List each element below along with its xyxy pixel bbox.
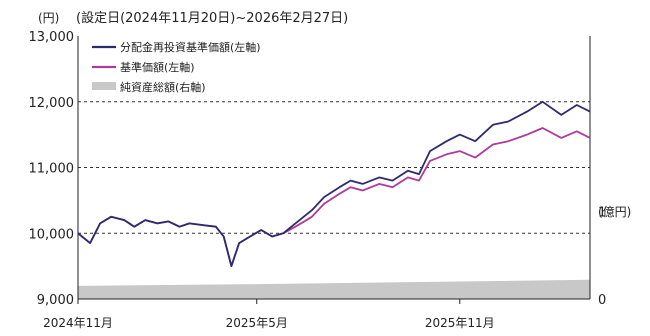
series-line-reinvested: [77, 100, 591, 268]
y-right-tick-label-0: 0: [598, 293, 606, 308]
legend-label-reinvested: 分配金再投資基準価額(左軸): [120, 40, 261, 54]
left-axis-unit: (円): [38, 11, 59, 25]
series-layer: [77, 100, 591, 268]
y-left-tick-label-2: 11,000: [29, 162, 75, 177]
x-tick-label-0: 2024年11月: [43, 316, 113, 330]
right-axis-unit: (億円): [598, 205, 631, 219]
y-right-tick-label-1: 1: [598, 205, 606, 220]
y-left-tick-label-3: 12,000: [29, 96, 75, 111]
legend-label-net-assets: 純資産総額(右軸): [120, 80, 206, 94]
series-line-nav: [77, 127, 591, 268]
axis-layer: 9,000 10,000 11,000 12,000 13,000 0 1 2024年11月 2…: [29, 30, 607, 330]
y-left-tick-label-0: 9,000: [37, 293, 74, 308]
y-left-tick-label-1: 10,000: [29, 227, 75, 242]
legend-swatch-net-assets: [92, 82, 116, 90]
y-left-tick-label-4: 13,000: [29, 30, 75, 45]
x-tick-label-2: 2025年11月: [425, 316, 495, 330]
chart-title: (設定日(2024年11月20日)~2026年2月27日): [76, 10, 348, 26]
legend-label-nav: 基準価額(左軸): [120, 60, 195, 74]
x-tick-label-1: 2025年5月: [226, 316, 288, 330]
net-assets-area: [78, 279, 590, 299]
gridline-layer: [78, 101, 590, 234]
net-assets-area-layer: [78, 279, 590, 299]
legend: 分配金再投資基準価額(左軸) 基準価額(左軸) 純資産総額(右軸): [86, 37, 261, 95]
